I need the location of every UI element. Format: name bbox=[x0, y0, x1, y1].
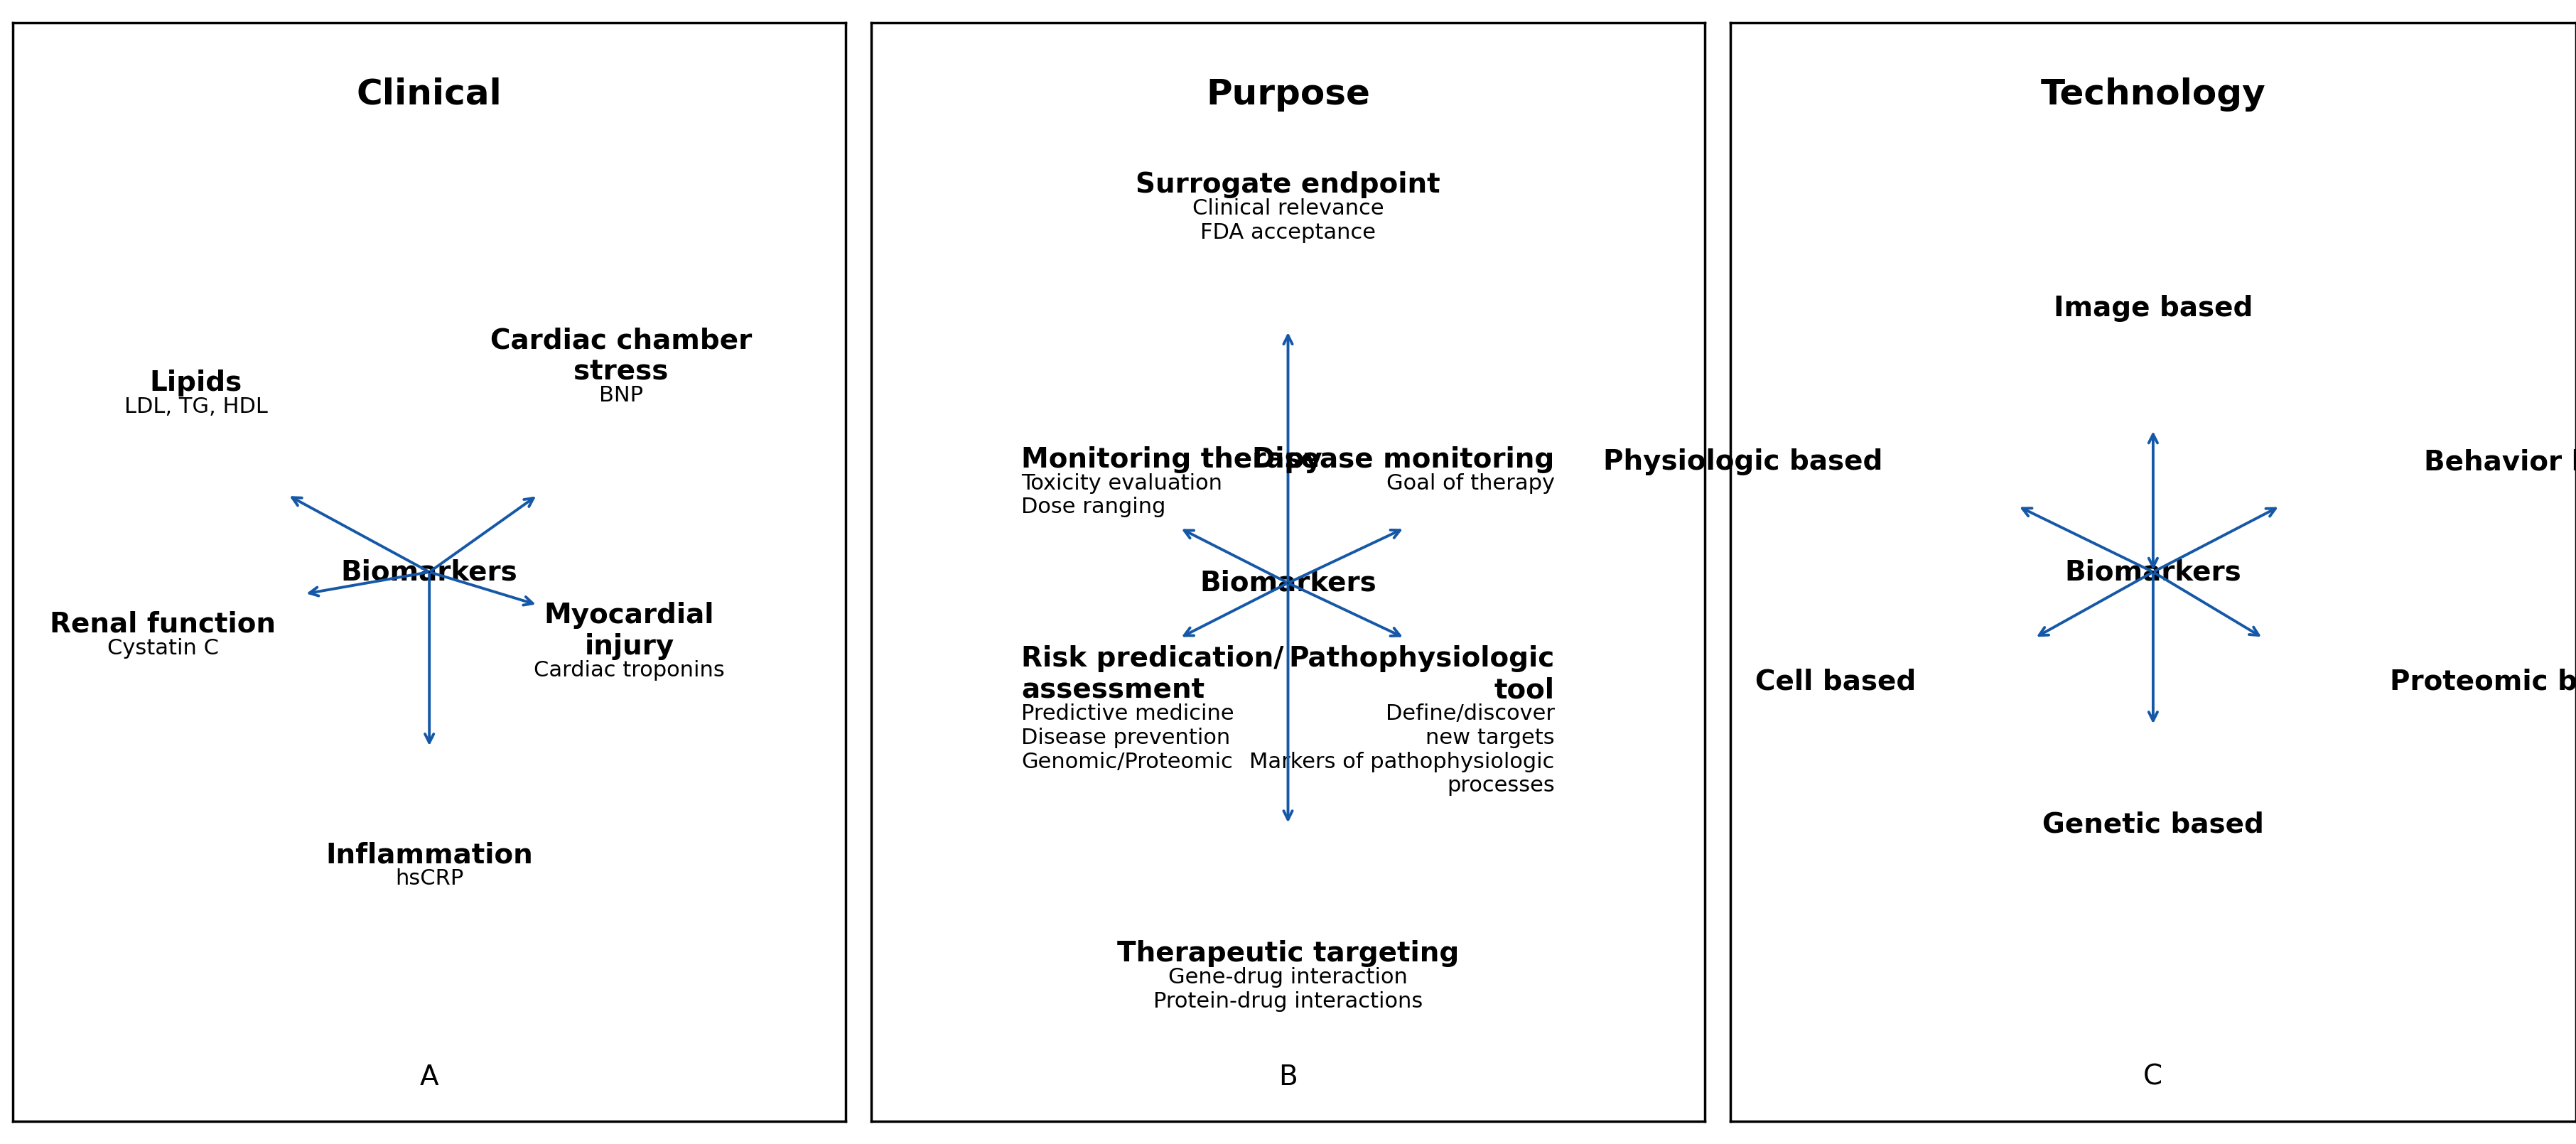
Text: Biomarkers: Biomarkers bbox=[1200, 570, 1376, 596]
Text: Biomarkers: Biomarkers bbox=[340, 558, 518, 586]
Text: Image based: Image based bbox=[2053, 295, 2254, 321]
Text: Predictive medicine
Disease prevention
Genomic/Proteomic: Predictive medicine Disease prevention G… bbox=[1023, 704, 1234, 772]
Text: hsCRP: hsCRP bbox=[394, 868, 464, 889]
Text: C: C bbox=[2143, 1064, 2164, 1090]
Text: Clinical: Clinical bbox=[355, 77, 502, 111]
Text: Myocardial
injury: Myocardial injury bbox=[544, 602, 714, 660]
Text: Cystatin C: Cystatin C bbox=[108, 638, 219, 659]
Text: Behavior based: Behavior based bbox=[2424, 448, 2576, 476]
Text: Clinical relevance
FDA acceptance: Clinical relevance FDA acceptance bbox=[1193, 199, 1383, 243]
Text: Risk predication/
assessment: Risk predication/ assessment bbox=[1023, 645, 1283, 704]
Text: A: A bbox=[420, 1064, 438, 1090]
Text: B: B bbox=[1278, 1064, 1298, 1090]
Text: Cardiac chamber
stress: Cardiac chamber stress bbox=[489, 327, 752, 386]
Text: Goal of therapy: Goal of therapy bbox=[1386, 474, 1553, 494]
Text: Technology: Technology bbox=[2040, 77, 2267, 111]
Text: Physiologic based: Physiologic based bbox=[1602, 448, 1883, 476]
Text: Biomarkers: Biomarkers bbox=[2066, 558, 2241, 586]
Text: Pathophysiologic
tool: Pathophysiologic tool bbox=[1288, 645, 1553, 704]
Text: Therapeutic targeting: Therapeutic targeting bbox=[1118, 940, 1458, 968]
Text: Cardiac troponins: Cardiac troponins bbox=[533, 660, 724, 681]
Text: Define/discover
new targets
Markers of pathophysiologic
processes: Define/discover new targets Markers of p… bbox=[1249, 704, 1553, 796]
Text: Cell based: Cell based bbox=[1754, 668, 1917, 696]
Text: Surrogate endpoint: Surrogate endpoint bbox=[1136, 172, 1440, 199]
Text: Gene-drug interaction
Protein-drug interactions: Gene-drug interaction Protein-drug inter… bbox=[1154, 968, 1422, 1011]
Text: Lipids: Lipids bbox=[149, 370, 242, 396]
Text: Inflammation: Inflammation bbox=[325, 842, 533, 868]
Text: Genetic based: Genetic based bbox=[2043, 811, 2264, 839]
Text: Monitoring therapy: Monitoring therapy bbox=[1023, 446, 1321, 474]
Text: BNP: BNP bbox=[598, 386, 644, 406]
Text: LDL, TG, HDL: LDL, TG, HDL bbox=[124, 396, 268, 416]
Text: Toxicity evaluation
Dose ranging: Toxicity evaluation Dose ranging bbox=[1023, 474, 1224, 517]
Text: Purpose: Purpose bbox=[1206, 77, 1370, 111]
Text: Renal function: Renal function bbox=[49, 611, 276, 638]
Text: Proteomic based: Proteomic based bbox=[2391, 668, 2576, 696]
Text: Disease monitoring: Disease monitoring bbox=[1252, 446, 1553, 474]
